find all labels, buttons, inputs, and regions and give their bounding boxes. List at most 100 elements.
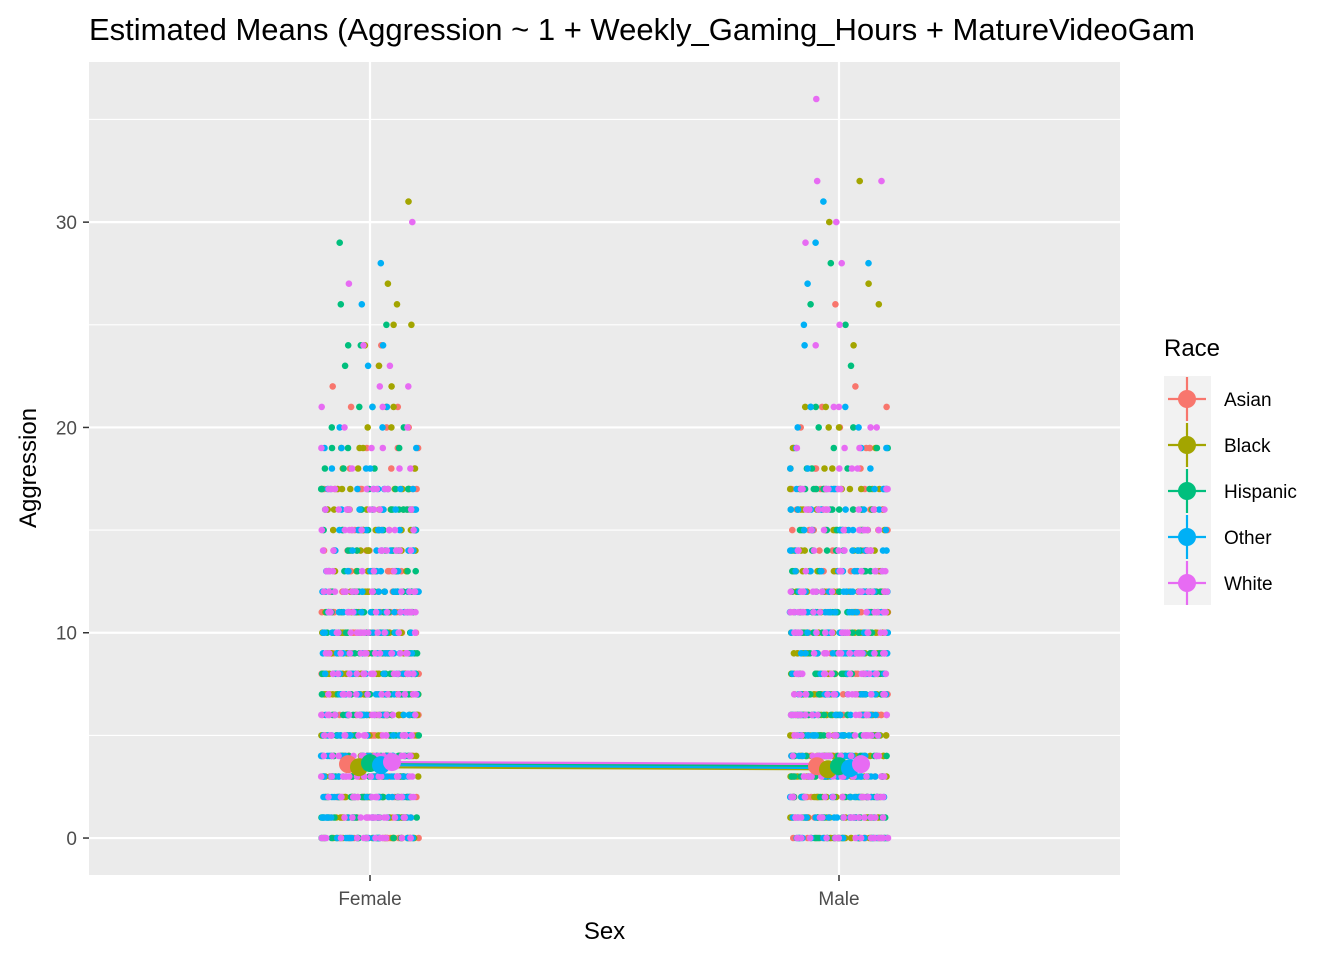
data-point: [865, 588, 872, 595]
data-point: [789, 752, 797, 760]
data-point: [376, 650, 384, 657]
data-point: [851, 793, 859, 801]
data-point: [865, 259, 872, 267]
data-point: [383, 711, 390, 719]
data-point: [317, 773, 325, 780]
data-point: [827, 608, 834, 616]
data-point: [388, 424, 395, 431]
data-point: [871, 485, 878, 493]
data-point: [800, 526, 808, 534]
data-point: [821, 650, 828, 657]
data-point: [844, 629, 851, 636]
data-point: [833, 732, 840, 739]
data-point: [379, 424, 386, 431]
data-point: [881, 650, 888, 657]
data-point: [835, 547, 842, 554]
data-point: [407, 465, 414, 472]
data-point: [811, 732, 818, 739]
legend-label: Asian: [1224, 390, 1272, 411]
data-point: [388, 465, 395, 472]
data-point: [413, 444, 420, 452]
data-point: [813, 485, 820, 493]
data-point: [392, 485, 399, 493]
data-point: [827, 711, 835, 719]
data-point: [331, 588, 339, 595]
data-point: [412, 752, 420, 760]
data-point: [820, 506, 828, 513]
data-point: [860, 793, 868, 801]
data-point: [857, 485, 865, 493]
data-point: [790, 773, 798, 780]
data-point: [829, 506, 836, 513]
data-point: [402, 650, 410, 657]
data-point: [348, 465, 356, 472]
data-point: [337, 650, 344, 657]
legend-label: Other: [1224, 528, 1272, 549]
data-point: [325, 793, 332, 801]
data-point: [829, 793, 837, 801]
data-point: [318, 444, 325, 452]
data-point: [849, 506, 857, 513]
data-point: [855, 424, 862, 431]
data-point: [370, 567, 378, 575]
data-point: [410, 588, 418, 595]
data-point: [390, 567, 398, 575]
data-point: [405, 485, 412, 493]
data-point: [346, 670, 353, 678]
data-point: [404, 567, 411, 575]
data-point: [408, 732, 416, 739]
data-point: [797, 650, 805, 657]
data-point: [872, 814, 879, 821]
data-point: [345, 567, 352, 575]
data-point: [827, 259, 835, 267]
data-point: [329, 383, 337, 390]
data-point: [331, 793, 338, 801]
data-point: [825, 732, 833, 739]
data-point: [379, 547, 386, 554]
data-point: [335, 773, 342, 780]
data-point: [410, 526, 417, 534]
data-point: [824, 752, 831, 760]
data-point: [360, 732, 368, 739]
data-point: [397, 650, 404, 657]
mean-line: [380, 764, 851, 770]
data-point: [344, 608, 352, 616]
data-point: [379, 342, 387, 349]
data-point: [873, 424, 880, 431]
data-point: [832, 608, 839, 616]
data-point: [354, 567, 361, 575]
data-point: [349, 814, 356, 821]
data-point: [850, 814, 858, 821]
data-point: [366, 506, 374, 513]
data-point: [840, 588, 847, 595]
legend-label: Black: [1224, 436, 1271, 457]
data-point: [872, 711, 879, 719]
data-point: [820, 670, 828, 678]
data-point: [864, 629, 871, 636]
data-point: [396, 547, 404, 554]
legend-key-point: [1178, 528, 1196, 546]
data-point: [823, 834, 830, 842]
data-point: [860, 732, 868, 739]
data-point: [833, 218, 840, 226]
data-point: [873, 444, 881, 452]
data-point: [881, 608, 888, 616]
data-point: [841, 547, 848, 554]
data-point: [832, 711, 839, 719]
data-point: [379, 403, 387, 411]
data-point: [364, 588, 371, 595]
data-point: [338, 444, 345, 452]
data-point: [398, 588, 405, 595]
data-point: [405, 383, 412, 390]
data-point: [403, 670, 411, 678]
data-point: [353, 670, 361, 678]
data-point: [832, 301, 839, 308]
data-point: [802, 711, 809, 719]
data-point: [806, 834, 814, 842]
data-point: [839, 732, 847, 739]
data-point: [846, 485, 854, 493]
y-tick-label: 10: [56, 624, 77, 645]
estimated-means: [339, 753, 870, 779]
data-point: [846, 650, 854, 657]
